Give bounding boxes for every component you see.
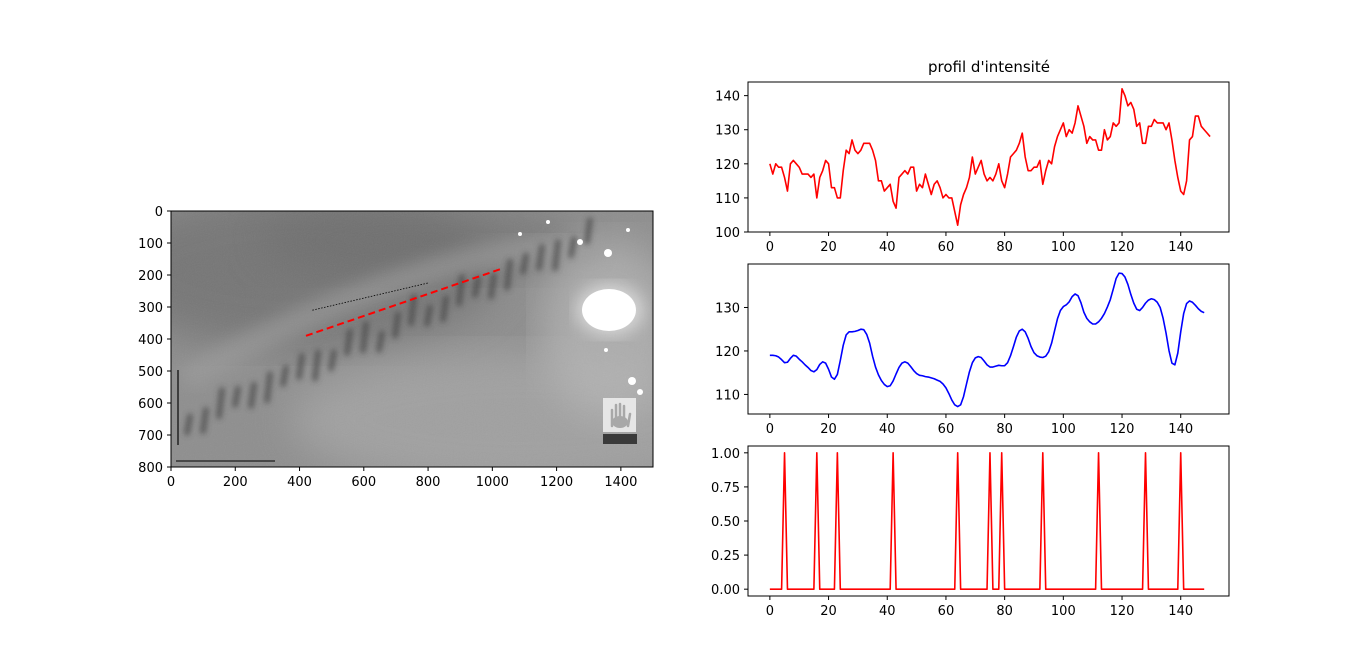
y-tick-label: 120 (715, 345, 740, 360)
x-tick-label: 20 (820, 240, 837, 255)
x-tick-label: 80 (996, 422, 1013, 437)
y-tick-label: 0.50 (711, 515, 740, 530)
x-tick-label: 140 (1168, 604, 1193, 619)
x-tick-label: 120 (1110, 422, 1135, 437)
x-tick-label: 800 (416, 475, 441, 490)
y-tick-label: 130 (715, 124, 740, 139)
reference-line (312, 282, 429, 311)
y-tick-label: 0.25 (711, 549, 740, 564)
smoothed-profile-chart: 0 20 40 60 80 100 120 140 110 120 130 (715, 263, 1230, 437)
x-tick-label: 400 (287, 475, 312, 490)
image-axis-ticks: 0 200 400 600 800 1000 1200 1400 0 100 200 300 400 50… (138, 205, 637, 490)
smoothed-profile-line (769, 272, 1205, 408)
x-tick-label: 200 (223, 475, 248, 490)
x-tick-label: 40 (879, 604, 896, 619)
y-tick-label: 110 (715, 192, 740, 207)
x-tick-label: 60 (938, 422, 955, 437)
x-tick-label: 100 (1051, 240, 1076, 255)
y-tick-label: 1.00 (711, 447, 740, 462)
y-tick-label: 200 (138, 269, 163, 284)
microscopy-image (171, 211, 653, 467)
peaks-line (769, 452, 1205, 590)
x-tick-label: 20 (820, 422, 837, 437)
plot-frame (747, 81, 1230, 233)
y-tick-label: 600 (138, 397, 163, 412)
x-tick-label: 140 (1168, 422, 1193, 437)
y-tick-label: 120 (715, 158, 740, 173)
x-tick-label: 80 (996, 604, 1013, 619)
y-tick-label: 110 (715, 388, 740, 403)
y-tick-label: 800 (138, 461, 163, 476)
x-tick-label: 80 (996, 240, 1013, 255)
y-tick-label: 140 (715, 90, 740, 105)
peak-detection-chart: 0 20 40 60 80 100 120 140 0.00 0.25 0.50 0.75 1.00 (711, 445, 1230, 619)
x-tick-label: 100 (1051, 422, 1076, 437)
raw-profile-line (769, 88, 1211, 226)
x-tick-label: 20 (820, 604, 837, 619)
x-tick-label: 1000 (476, 475, 509, 490)
chart-title: profil d'intensité (928, 58, 1050, 76)
x-tick-label: 140 (1168, 240, 1193, 255)
y-tick-label: 130 (715, 301, 740, 316)
intensity-profile-chart: 0 20 40 60 80 100 120 140 100 110 120 130 140 (715, 81, 1230, 255)
x-tick-label: 120 (1110, 240, 1135, 255)
x-tick-label: 60 (938, 240, 955, 255)
x-tick-label: 40 (879, 240, 896, 255)
plot-frame (747, 263, 1230, 415)
x-tick-label: 1400 (604, 475, 637, 490)
x-tick-label: 1200 (540, 475, 573, 490)
x-tick-label: 120 (1110, 604, 1135, 619)
x-tick-label: 0 (167, 475, 175, 490)
profile-line (305, 267, 503, 337)
y-tick-label: 500 (138, 365, 163, 380)
image-panel: 0 200 400 600 800 1000 1200 1400 0 100 200 300 400 50… (138, 205, 654, 490)
y-tick-label: 100 (715, 226, 740, 241)
y-tick-label: 0.75 (711, 481, 740, 496)
x-tick-label: 0 (766, 240, 774, 255)
x-tick-label: 600 (351, 475, 376, 490)
x-tick-label: 0 (766, 604, 774, 619)
x-tick-label: 0 (766, 422, 774, 437)
x-tick-label: 60 (938, 604, 955, 619)
y-tick-label: 0 (155, 205, 163, 220)
y-tick-label: 700 (138, 429, 163, 444)
y-tick-label: 0.00 (711, 583, 740, 598)
x-tick-label: 100 (1051, 604, 1076, 619)
y-tick-label: 400 (138, 333, 163, 348)
y-tick-label: 300 (138, 301, 163, 316)
x-tick-label: 40 (879, 422, 896, 437)
y-tick-label: 100 (138, 237, 163, 252)
